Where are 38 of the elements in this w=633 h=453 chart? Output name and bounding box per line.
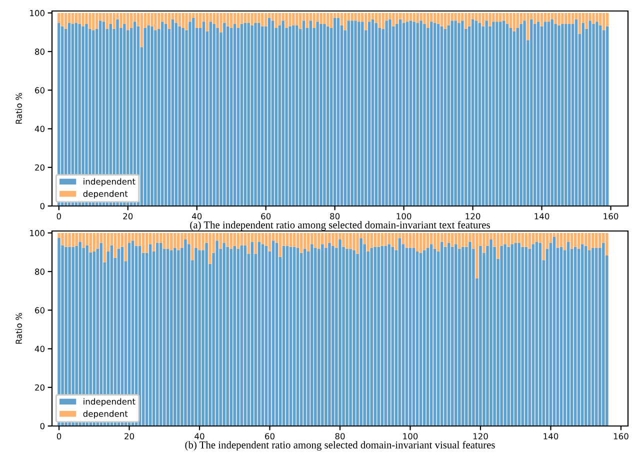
x-tick-label: 100 bbox=[403, 433, 418, 440]
y-tick-label: 80 bbox=[35, 48, 44, 55]
legend-label: dependent bbox=[83, 410, 128, 418]
x-tick-label: 120 bbox=[466, 213, 480, 220]
y-tick-label: 60 bbox=[35, 307, 44, 314]
legend-label: independent bbox=[84, 398, 136, 406]
x-tick-label: 20 bbox=[123, 213, 133, 220]
x-tick-label: 80 bbox=[335, 433, 345, 440]
x-tick-label: 100 bbox=[396, 213, 412, 220]
x-tick-label: 160 bbox=[614, 433, 628, 440]
y-tick-label: 20 bbox=[35, 164, 44, 171]
x-axis-title: (b) The independent ratio among selected domain-invariant visual features bbox=[185, 441, 495, 451]
y-tick-label: 0 bbox=[40, 422, 44, 430]
y-tick-label: 100 bbox=[30, 230, 44, 236]
legend-label: independent bbox=[84, 178, 136, 186]
y-axis-title: Ratio % bbox=[16, 92, 22, 124]
x-tick-label: 60 bbox=[265, 433, 275, 440]
x-tick-label: 140 bbox=[534, 213, 550, 220]
x-tick-label: 160 bbox=[604, 213, 618, 220]
y-tick-label: 100 bbox=[30, 10, 44, 16]
x-axis-title: (a) The independent ratio among selected domain-invariant text features bbox=[190, 221, 490, 231]
x-tick-label: 60 bbox=[261, 213, 271, 220]
y-tick-label: 40 bbox=[34, 126, 44, 132]
y-tick-label: 60 bbox=[35, 87, 44, 94]
y-tick-label: 80 bbox=[35, 268, 44, 275]
x-tick-label: 40 bbox=[192, 213, 202, 220]
legend-label: dependent bbox=[83, 190, 128, 198]
x-tick-label: 0 bbox=[56, 433, 62, 440]
x-tick-label: 20 bbox=[124, 433, 134, 440]
x-tick-label: 120 bbox=[473, 433, 488, 440]
x-tick-label: 80 bbox=[330, 213, 340, 220]
y-axis-title: Ratio % bbox=[16, 312, 22, 344]
x-tick-label: 40 bbox=[194, 433, 204, 440]
x-tick-label: 0 bbox=[56, 213, 61, 220]
y-tick-label: 40 bbox=[34, 346, 44, 352]
y-tick-label: 20 bbox=[35, 384, 44, 391]
y-tick-label: 0 bbox=[40, 202, 44, 210]
x-tick-label: 140 bbox=[544, 433, 558, 440]
